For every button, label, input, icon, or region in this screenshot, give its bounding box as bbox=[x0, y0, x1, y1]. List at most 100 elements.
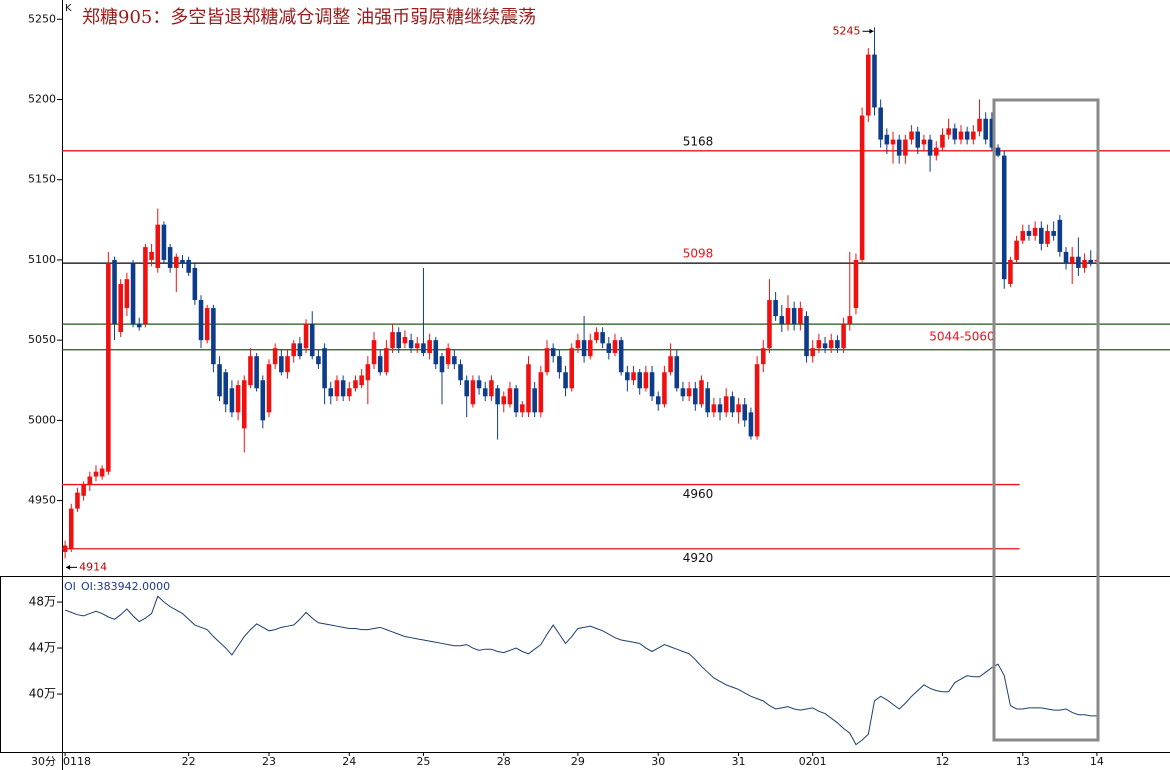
candle-body bbox=[649, 372, 655, 397]
candle-body bbox=[421, 343, 426, 353]
candle-body bbox=[859, 115, 865, 260]
y-tick-label: 44万 bbox=[29, 641, 56, 655]
y-label: K bbox=[65, 3, 72, 14]
candle-body bbox=[62, 545, 68, 552]
candle-body bbox=[606, 343, 612, 353]
candle-body bbox=[309, 324, 315, 357]
candle-body bbox=[686, 388, 692, 397]
chart-title: 郑糖905：多空皆退郑糖减仓调整 油强币弱原糖继续震荡 bbox=[82, 7, 536, 28]
y-tick-label: 5150 bbox=[28, 173, 56, 186]
level-label: 5098 bbox=[683, 247, 714, 261]
candle-body bbox=[167, 247, 173, 268]
candle-body bbox=[798, 308, 803, 325]
candle-body bbox=[371, 340, 377, 365]
candle-body bbox=[254, 356, 259, 389]
candle-body bbox=[791, 308, 797, 325]
candle-body bbox=[717, 404, 723, 413]
candle-body bbox=[303, 324, 309, 349]
candle-body bbox=[452, 356, 457, 365]
candle-body bbox=[983, 118, 988, 140]
candle-body bbox=[229, 388, 235, 413]
x-tick-label: 28 bbox=[497, 755, 511, 768]
candle-body bbox=[439, 356, 445, 373]
y-tick-label: 40万 bbox=[29, 687, 56, 701]
candle-body bbox=[587, 340, 593, 357]
candle-body bbox=[612, 340, 618, 353]
candle-body bbox=[87, 476, 93, 485]
candle-body bbox=[569, 348, 575, 389]
candle-body bbox=[464, 380, 469, 397]
candle-body bbox=[705, 388, 710, 413]
candle-body bbox=[810, 348, 815, 357]
candle-body bbox=[161, 224, 167, 260]
candle-body bbox=[155, 224, 161, 268]
candle-body bbox=[266, 364, 272, 413]
candle-body bbox=[1001, 155, 1007, 280]
candle-body bbox=[112, 259, 117, 325]
candle-body bbox=[1026, 231, 1032, 236]
x-tick-label: 14 bbox=[1090, 755, 1104, 768]
candle-body bbox=[550, 348, 556, 357]
candle-body bbox=[600, 332, 605, 344]
candle-body bbox=[680, 388, 686, 397]
candle-body bbox=[476, 380, 482, 389]
candle-body bbox=[933, 147, 939, 156]
y-tick-label: 5250 bbox=[28, 12, 56, 25]
candle-body bbox=[445, 348, 451, 365]
candle-body bbox=[785, 308, 791, 325]
candle-body bbox=[186, 259, 191, 273]
candle-body bbox=[217, 364, 222, 397]
candle-body bbox=[241, 380, 247, 429]
candle-body bbox=[235, 385, 241, 413]
candle-body bbox=[655, 396, 661, 405]
candle-body bbox=[279, 356, 284, 373]
candle-body bbox=[1051, 231, 1056, 236]
candle-body bbox=[260, 380, 266, 421]
candle-body bbox=[75, 492, 80, 509]
candle-body bbox=[68, 508, 74, 549]
candle-body bbox=[921, 139, 927, 145]
candle-body bbox=[940, 134, 945, 148]
candle-body bbox=[618, 340, 624, 373]
y-tick-label: 4950 bbox=[28, 494, 56, 507]
x-tick-label: 0201 bbox=[799, 755, 827, 768]
candle-body bbox=[853, 259, 859, 309]
candle-body bbox=[248, 356, 253, 386]
candle-body bbox=[625, 372, 630, 381]
candle-body bbox=[433, 340, 439, 365]
candle-body bbox=[106, 263, 111, 472]
candle-body bbox=[828, 340, 834, 349]
x-tick-label: 31 bbox=[732, 755, 746, 768]
candle-body bbox=[779, 316, 785, 325]
candle-body bbox=[952, 128, 958, 140]
annotation-label: 5245 bbox=[832, 24, 860, 37]
candle-body bbox=[995, 147, 1001, 156]
candle-body bbox=[180, 259, 185, 264]
candle-body bbox=[878, 107, 883, 140]
candle-body bbox=[563, 372, 568, 389]
candle-body bbox=[489, 380, 494, 397]
candle-body bbox=[841, 324, 846, 349]
candle-body bbox=[427, 340, 432, 353]
candle-body bbox=[532, 388, 537, 413]
level-label: 4920 bbox=[683, 551, 714, 565]
candle-body bbox=[291, 343, 296, 357]
candle-body bbox=[989, 118, 995, 148]
oi-line bbox=[64, 595, 1097, 746]
candle-body bbox=[136, 324, 142, 328]
candle-body bbox=[835, 340, 840, 349]
candle-body bbox=[1063, 251, 1069, 264]
candle-body bbox=[637, 372, 642, 389]
candle-body bbox=[513, 388, 519, 413]
candle-body bbox=[198, 300, 204, 341]
candle-body bbox=[915, 131, 921, 148]
candle-body bbox=[174, 256, 179, 268]
candle-body bbox=[402, 336, 408, 344]
candle-body bbox=[977, 118, 982, 132]
x-tick-label: 12 bbox=[935, 755, 949, 768]
candle-body bbox=[1076, 256, 1081, 268]
candle-body bbox=[99, 468, 105, 477]
candle-body bbox=[872, 54, 877, 108]
candle-body bbox=[909, 131, 914, 140]
